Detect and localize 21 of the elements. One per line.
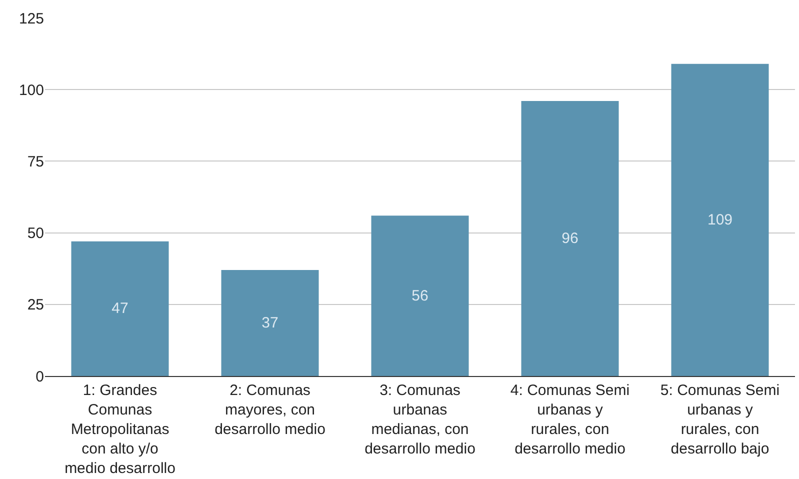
y-tick-label: 100 xyxy=(18,82,44,99)
data-label: 47 xyxy=(112,300,128,318)
x-tick-label: 2: Comunas mayores, con desarrollo medio xyxy=(214,382,326,438)
bar xyxy=(521,101,619,376)
data-label: 96 xyxy=(562,230,578,248)
bar xyxy=(221,270,319,376)
y-tick-label: 25 xyxy=(27,296,44,314)
data-label: 56 xyxy=(412,287,428,304)
bar xyxy=(71,241,169,376)
bar xyxy=(671,64,769,376)
y-tick-label: 0 xyxy=(36,368,44,386)
x-tick-label: 1: Grandes Comunas Metropolitanas con alto y/o medio desarrollo xyxy=(64,382,176,477)
y-tick-label: 50 xyxy=(27,225,44,242)
x-tick-label: 3: Comunas urbanas medianas, con desarrollo medio xyxy=(364,382,476,458)
y-tick-label: 75 xyxy=(27,153,44,170)
bar xyxy=(371,216,469,376)
data-label: 109 xyxy=(707,211,733,228)
data-label: 37 xyxy=(262,314,278,332)
x-tick-label: 4: Comunas Semi urbanas y rurales, con desarrollo medio xyxy=(510,382,630,458)
x-tick-label: 5: Comunas Semi urbanas y rurales, con desarrollo bajo xyxy=(660,382,780,458)
y-tick-label: 125 xyxy=(18,10,44,28)
